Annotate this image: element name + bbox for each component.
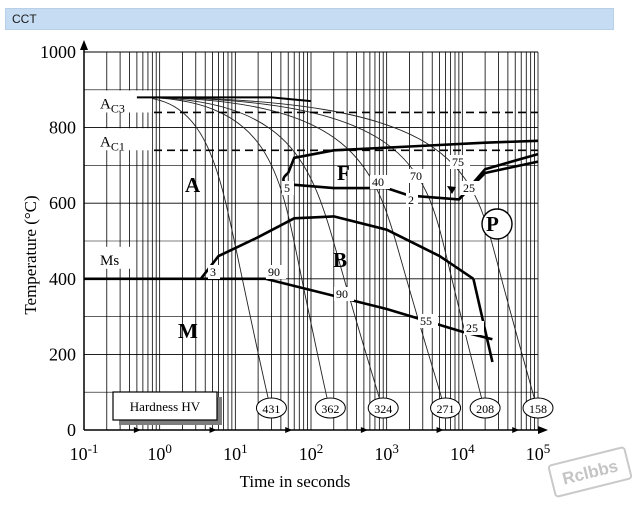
- region-label-b: B: [333, 248, 347, 272]
- hardness-value: 362: [321, 402, 339, 416]
- hardness-value: 208: [476, 402, 494, 416]
- cooling-curve-324: [136, 96, 384, 413]
- phase-boundary-bainite-start: [199, 215, 475, 280]
- phase-boundary-bainite-end-tail: [472, 278, 494, 363]
- hardness-ellipse: [367, 397, 399, 419]
- curve-annotation-bg: [461, 181, 481, 195]
- axis-marker-arrow: [133, 427, 141, 433]
- cooling-curves: [136, 96, 539, 413]
- region-label-p: P: [486, 212, 499, 236]
- axis-marker-arrow: [512, 427, 520, 433]
- region-label-a: A: [185, 173, 201, 197]
- phase-boundary-ferrite-start: [286, 139, 539, 174]
- curve-annotation-bg: [464, 321, 484, 335]
- curve-annotation-bg: [282, 181, 294, 195]
- x-axis-arrow: [538, 426, 548, 434]
- axis-marker-arrow: [436, 427, 444, 433]
- curve-annotation-bg: [450, 155, 470, 169]
- axis-marker-arrow: [285, 427, 293, 433]
- y-tick-label: 200: [49, 344, 76, 364]
- curve-annotation: 55: [420, 314, 432, 328]
- chart-axes: [80, 40, 548, 434]
- curve-annotation-bg: [266, 265, 286, 279]
- hardness-ellipse: [522, 397, 554, 419]
- curve-annotation: 90: [268, 265, 280, 279]
- chart-grid: [83, 51, 539, 431]
- y-tick-label: 1000: [40, 42, 76, 62]
- axis-marker-arrow: [209, 427, 217, 433]
- curve-annotation: 2: [408, 193, 414, 207]
- cooling-curve-158: [136, 96, 539, 413]
- y-tick-label: 600: [49, 193, 76, 213]
- curve-annotation: 5: [284, 181, 290, 195]
- y-axis-arrow: [80, 40, 88, 50]
- hardness-value: 158: [529, 402, 547, 416]
- hardness-value: 324: [374, 402, 392, 416]
- y-tick-label: 0: [67, 420, 76, 440]
- x-tick-label: 101: [223, 441, 248, 464]
- curve-annotation: 75: [452, 155, 464, 169]
- x-axis-label: Time in seconds: [240, 472, 351, 491]
- x-tick-label: 100: [147, 441, 172, 464]
- hardness-ellipse: [430, 397, 462, 419]
- reference-label-bg: [96, 128, 152, 151]
- region-p-circle: [481, 208, 513, 240]
- curve-annotation-bg: [406, 193, 418, 207]
- ms-label: Ms: [100, 253, 119, 269]
- curve-annotation-bg: [208, 265, 220, 279]
- hardness-ellipse: [255, 397, 287, 419]
- austenite-top-line: [136, 96, 312, 103]
- window-title: CCT: [12, 12, 37, 26]
- ms-label-bg: [96, 246, 130, 269]
- hardness-ellipse: [469, 397, 501, 419]
- curve-annotation: 40: [372, 175, 384, 189]
- x-tick-label: 102: [299, 441, 324, 464]
- y-tick-label: 400: [49, 269, 76, 289]
- window-title-bar: CCT: [5, 8, 614, 30]
- chart-labels: 0 200 400 600 800 1000 10-1 100 101 102 103 104 105 M…: [40, 42, 554, 464]
- hardness-box-label: Hardness HV: [130, 399, 201, 414]
- reference-lines: AC3 AC1: [96, 90, 538, 153]
- curve-annotation-bg: [408, 169, 428, 183]
- axis-marker-arrow: [360, 427, 368, 433]
- phase-boundaries: [84, 96, 539, 363]
- cooling-curve-431: [136, 96, 272, 413]
- region-label-f: F: [337, 161, 350, 185]
- cooling-curve-271: [136, 96, 446, 413]
- reference-label-ac3: AC3: [100, 96, 125, 115]
- pearlite-arrow: [447, 186, 456, 194]
- curve-annotation: 70: [410, 169, 422, 183]
- curve-annotation-bg: [370, 175, 390, 189]
- curve-annotation-bg: [418, 314, 438, 328]
- curve-annotation: 90: [336, 287, 348, 301]
- cooling-curve-362: [136, 96, 331, 413]
- hardness-value: 271: [437, 402, 455, 416]
- hardness-box: Hardness HV: [112, 391, 222, 425]
- curve-annotation: 25: [466, 321, 478, 335]
- curve-annotation: 3: [210, 265, 216, 279]
- hardness-ellipse: [314, 397, 346, 419]
- y-tick-label: 800: [49, 118, 76, 138]
- x-tick-label: 105: [526, 441, 551, 464]
- reference-label-ac1: AC1: [100, 134, 125, 153]
- region-label-m: M: [178, 319, 198, 343]
- y-axis-label: Temperature (°C): [21, 195, 40, 314]
- hardness-value: 431: [262, 402, 280, 416]
- x-tick-label: 104: [450, 441, 475, 464]
- curve-annotation: 25: [463, 181, 475, 195]
- cooling-curve-208: [136, 96, 486, 413]
- x-tick-label: 103: [374, 441, 399, 464]
- curve-annotation-bg: [334, 287, 354, 301]
- x-tick-label: 10-1: [70, 441, 99, 464]
- reference-label-bg: [96, 90, 152, 113]
